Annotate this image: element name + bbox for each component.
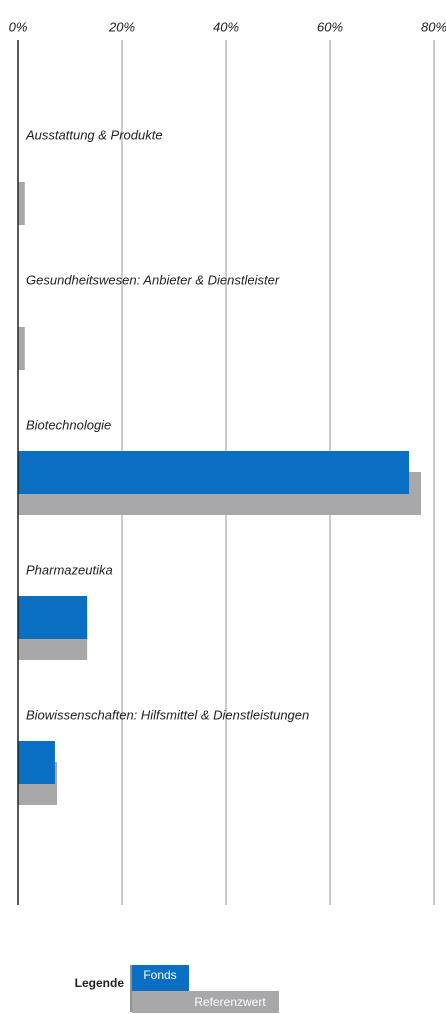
category-label: Pharmazeutika bbox=[26, 562, 113, 577]
bar bbox=[18, 182, 25, 225]
legend-swatch bbox=[132, 991, 279, 1013]
x-tick-label: 0% bbox=[9, 19, 28, 34]
category-label: Biotechnologie bbox=[26, 417, 111, 432]
bar bbox=[18, 327, 25, 370]
x-tick-label: 60% bbox=[317, 19, 343, 34]
x-tick-label: 40% bbox=[213, 19, 239, 34]
bar bbox=[18, 596, 88, 639]
legend-label: Referenzwert bbox=[194, 995, 266, 1009]
category-label: Gesundheitswesen: Anbieter & Dienstleist… bbox=[26, 272, 280, 287]
x-tick-label: 20% bbox=[108, 19, 135, 34]
bar bbox=[18, 741, 55, 784]
legend-label: Fonds bbox=[143, 968, 176, 982]
category-label: Biowissenschaften: Hilfsmittel & Dienstl… bbox=[26, 707, 309, 722]
bar bbox=[18, 451, 410, 494]
legend-swatch bbox=[132, 965, 189, 991]
legend-title: Legende bbox=[75, 976, 125, 990]
category-label: Ausstattung & Produkte bbox=[25, 127, 163, 142]
x-tick-label: 80% bbox=[421, 19, 446, 34]
